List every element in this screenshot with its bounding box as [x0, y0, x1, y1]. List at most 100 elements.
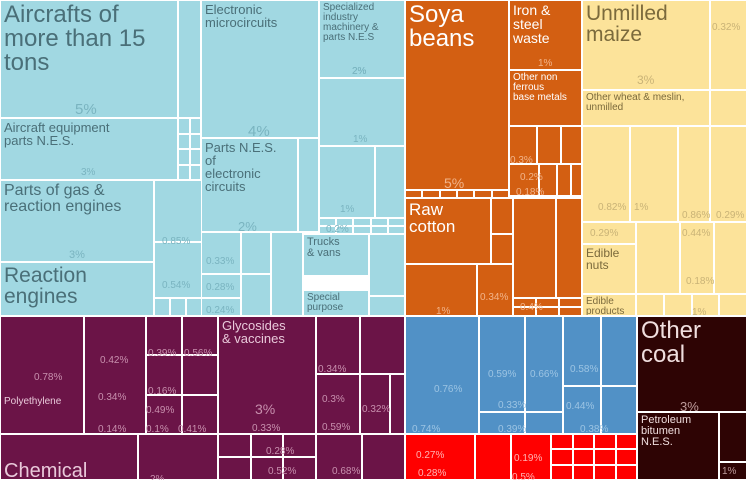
- treemap-tile-small: [594, 464, 616, 480]
- tile-value-label: 0.27%: [416, 450, 445, 461]
- tile-value-label: 4%: [248, 123, 270, 138]
- treemap-tile: [405, 434, 475, 480]
- tile-value-label: 0.41%: [178, 424, 207, 435]
- treemap-tile: [491, 198, 513, 234]
- tile-label: Polyethylene: [4, 396, 62, 407]
- tile-value-label: 0.33%: [252, 423, 281, 434]
- tile-value-label: 5%: [75, 101, 97, 118]
- tile-value-label: 2%: [352, 66, 367, 77]
- tile-label: Reaction engines: [4, 264, 87, 308]
- tile-value-label: 1%: [722, 466, 737, 477]
- treemap-tile: [509, 164, 539, 196]
- tile-label: Raw cotton: [409, 200, 456, 236]
- treemap-tile: [319, 78, 405, 146]
- tile-value-label: 1%: [340, 204, 355, 215]
- treemap-tile: [316, 374, 360, 434]
- tile-label: Petroleum bitumen N.E.S.: [641, 414, 692, 448]
- tile-value-label: 0.24%: [206, 305, 235, 316]
- treemap-tile: [561, 126, 582, 164]
- treemap-tile-small: [353, 226, 371, 234]
- treemap-tile: [241, 274, 271, 316]
- treemap-tile-small: [636, 294, 664, 316]
- tile-value-label: 0.86%: [682, 210, 711, 221]
- tile-label: Trucks & vans: [307, 236, 341, 259]
- tile-value-label: 2%: [352, 66, 367, 77]
- treemap-tile: [390, 374, 405, 434]
- treemap-tile-small: [559, 307, 582, 316]
- treemap-tile-small: [189, 133, 201, 149]
- tile-other-wheat-meslin: Other wheat & meslin, unmilled: [582, 90, 710, 126]
- tile-value-label: 0.38%: [580, 424, 609, 435]
- tile-label: Chemical: [4, 460, 88, 480]
- tile-value-label: 0.5%: [512, 472, 535, 480]
- tile-petroleum-bitumen: Petroleum bitumen N.E.S.: [637, 412, 719, 480]
- tile-unmilled-maize: Unmilled maize 3%: [582, 0, 710, 90]
- tile-value-label: 0.78%: [34, 372, 63, 383]
- tile-parts-electronic-circuits: Parts N.E.S. of electronic circuits 2%: [201, 138, 298, 232]
- tile-other-coal: Other coal 3%: [637, 316, 747, 412]
- treemap-tile: [369, 234, 405, 296]
- treemap-tile: [479, 412, 525, 434]
- tile-glycosides-vaccines: Glycosides & vaccines 3%: [218, 316, 316, 434]
- treemap-tile-small: [551, 434, 573, 450]
- tile-label: Glycosides & vaccines: [222, 318, 286, 346]
- treemap-tile: [630, 126, 678, 222]
- treemap-tile-small: [572, 464, 594, 480]
- treemap-tile: [154, 242, 202, 298]
- tile-value-label: 0.59%: [488, 369, 517, 380]
- treemap-tile-small: [422, 190, 440, 198]
- tile-value-label: 0.16%: [148, 386, 177, 397]
- treemap-tile: [362, 434, 405, 480]
- treemap-tile: [475, 434, 511, 480]
- tile-value-label: 0.1%: [146, 424, 169, 435]
- tile-label: Specialized industry machinery & parts N…: [323, 2, 379, 43]
- treemap-tile-small: [250, 434, 284, 457]
- tile-aircraft-15t: Aircrafts of more than 15 tons 5%: [0, 0, 178, 118]
- treemap-tile: [710, 0, 747, 90]
- tile-value-label: 0.28%: [418, 468, 447, 479]
- treemap-tile-small: [319, 226, 337, 234]
- treemap-tile: [563, 386, 601, 434]
- tile-value-label: 3%: [637, 73, 655, 87]
- treemap-tile: [477, 264, 513, 316]
- tile-value-label: 0.2%: [326, 224, 349, 235]
- treemap-tile: [316, 316, 360, 374]
- treemap-tile: [84, 316, 146, 434]
- tile-label: Electronic microcircuits: [205, 2, 278, 30]
- tile-value-label: 1%: [692, 307, 707, 318]
- treemap-tile: [563, 316, 601, 386]
- tile-value-label: 0.3%: [322, 394, 345, 405]
- treemap-tile-small: [491, 190, 509, 198]
- tile-value-label: 0.76%: [434, 384, 463, 395]
- treemap-tile-small: [615, 449, 637, 465]
- tile-value-label: 0.34%: [480, 292, 509, 303]
- tile-value-label: 1%: [538, 58, 553, 69]
- treemap-tile-small: [178, 133, 190, 149]
- treemap-tile: [360, 316, 405, 374]
- tile-soya-beans: Soya beans 5%: [405, 0, 509, 190]
- treemap-tile-small: [182, 355, 218, 395]
- treemap-tile: [557, 164, 571, 196]
- tile-value-label: 0.85%: [162, 236, 191, 247]
- treemap-tile-small: [178, 118, 190, 134]
- tile-value-label: 0.28%: [266, 446, 295, 457]
- tile-trucks-vans: Trucks & vans: [303, 234, 369, 276]
- tile-label: Aircraft equipment parts N.E.S.: [4, 120, 110, 148]
- tile-value-label: 0.54%: [162, 280, 191, 291]
- tile-value-label: 0.59%: [322, 422, 351, 433]
- tile-value-label: 0.56%: [184, 348, 213, 359]
- treemap-tile: [319, 146, 375, 218]
- tile-iron-steel-waste: Iron & steel waste: [509, 0, 582, 70]
- treemap-tile: [271, 232, 303, 316]
- tile-value-label: 0.34%: [98, 392, 127, 403]
- treemap-tile: [201, 232, 241, 274]
- tile-label: Iron & steel waste: [513, 2, 551, 46]
- treemap-tile-small: [218, 434, 251, 457]
- tile-label: Parts N.E.S. of electronic circuits: [205, 140, 277, 194]
- treemap-tile-small: [536, 307, 559, 316]
- tile-value-label: 2%: [150, 474, 165, 480]
- treemap-tile: [298, 138, 319, 232]
- treemap-tile: [582, 126, 630, 222]
- treemap-tile-small: [186, 298, 202, 316]
